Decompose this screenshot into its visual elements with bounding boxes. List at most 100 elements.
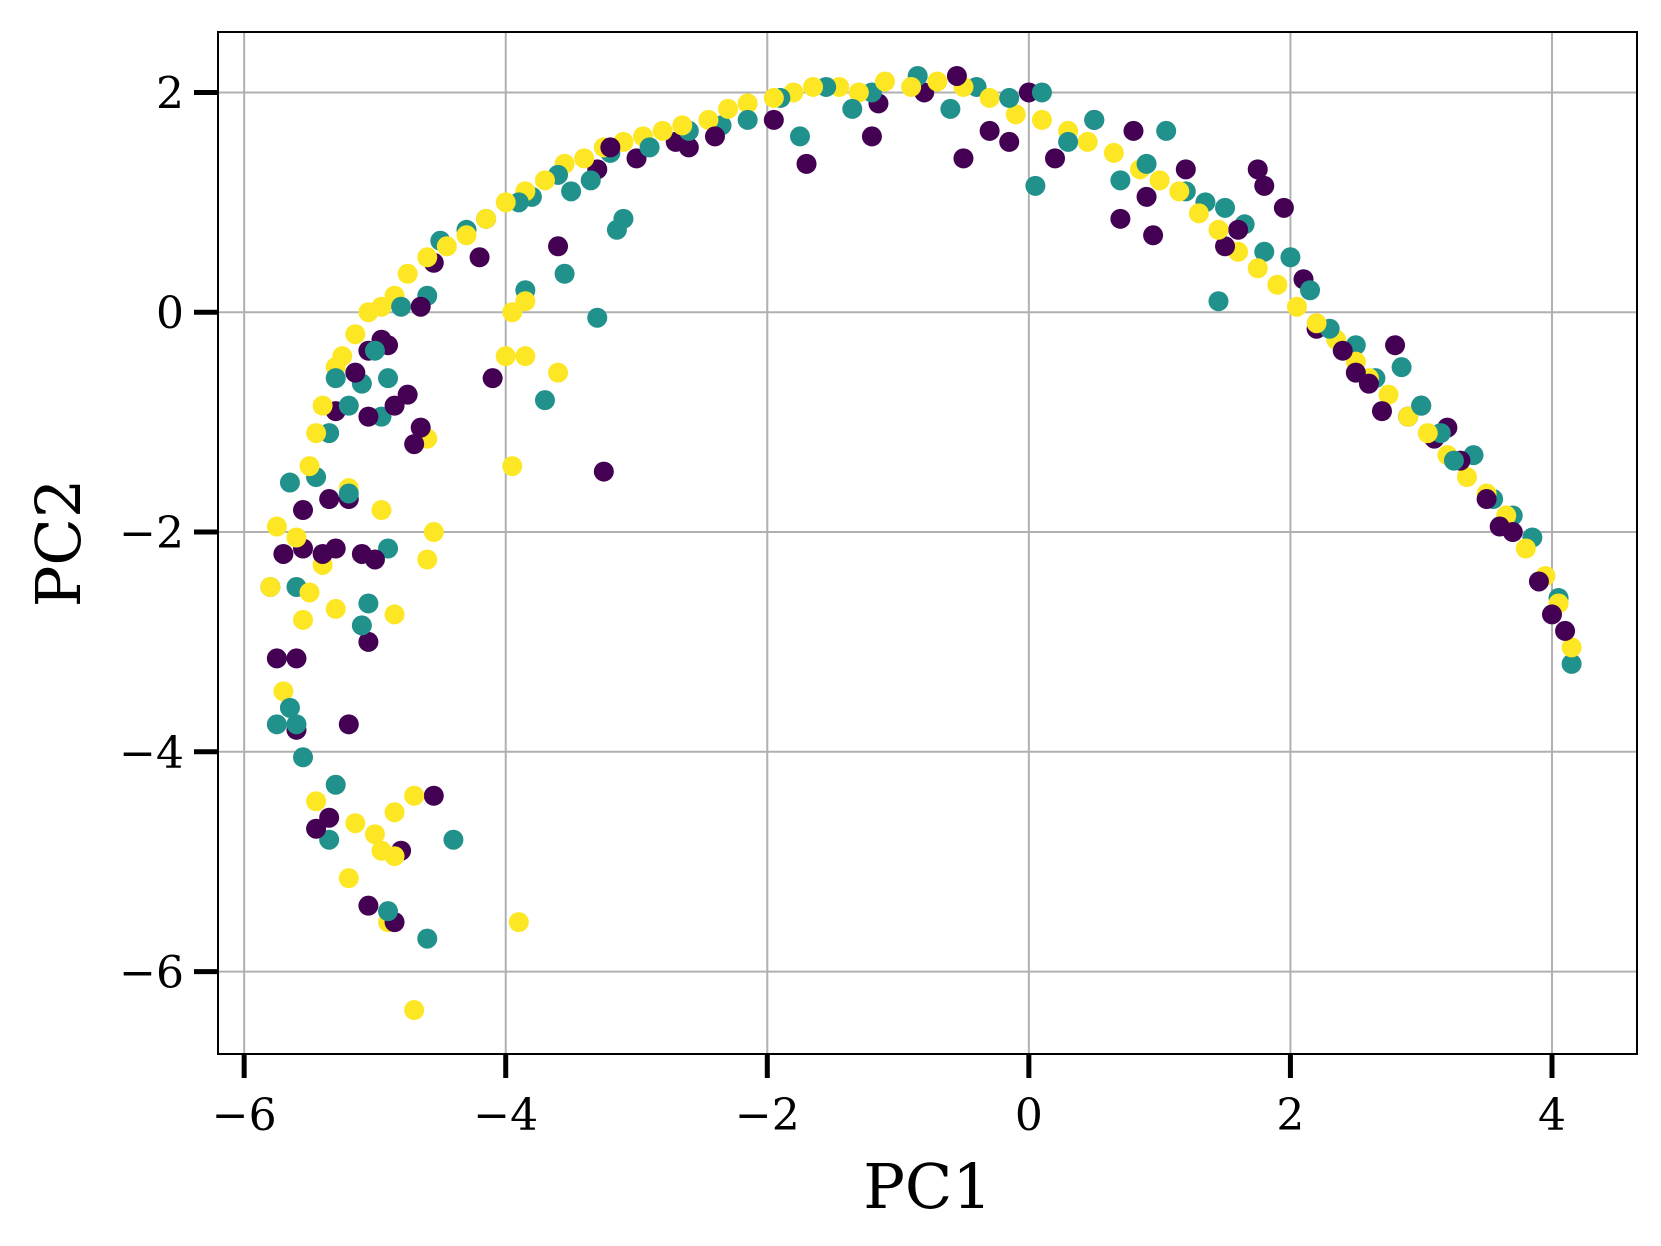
scatter-point xyxy=(384,846,405,867)
scatter-point xyxy=(325,538,346,559)
scatter-point xyxy=(364,824,385,845)
scatter-point xyxy=(600,137,621,158)
scatter-point xyxy=(1077,131,1098,152)
scatter-point xyxy=(423,785,444,806)
scatter-point xyxy=(417,928,438,949)
scatter-point xyxy=(286,527,307,548)
scatter-point xyxy=(338,395,359,416)
scatter-point xyxy=(338,714,359,735)
scatter-point xyxy=(286,714,307,735)
scatter-point xyxy=(410,417,431,438)
scatter-point xyxy=(456,225,477,246)
scatter-point xyxy=(698,109,719,130)
scatter-point xyxy=(515,291,536,312)
scatter-point xyxy=(979,120,1000,141)
scatter-point xyxy=(319,829,340,850)
x-tick-label: −4 xyxy=(473,1090,538,1141)
scatter-point xyxy=(1398,406,1419,427)
scatter-point xyxy=(1306,313,1327,334)
scatter-point xyxy=(436,236,457,257)
scatter-point xyxy=(1175,159,1196,180)
y-tick-label: −4 xyxy=(119,728,184,779)
scatter-point xyxy=(502,302,523,323)
scatter-point xyxy=(1188,203,1209,224)
scatter-point xyxy=(1110,208,1131,229)
scatter-point xyxy=(384,802,405,823)
scatter-point xyxy=(1254,241,1275,262)
x-tick-label: −6 xyxy=(212,1090,277,1141)
scatter-point xyxy=(1332,340,1353,361)
scatter-point xyxy=(1031,109,1052,130)
scatter-point xyxy=(1358,373,1379,394)
scatter-point xyxy=(410,296,431,317)
scatter-point xyxy=(1215,236,1236,257)
scatter-point xyxy=(495,192,516,213)
scatter-point xyxy=(763,109,784,130)
scatter-point xyxy=(358,406,379,427)
scatter-point xyxy=(391,296,412,317)
scatter-point xyxy=(626,148,647,169)
scatter-point xyxy=(319,489,340,510)
scatter-point xyxy=(763,87,784,108)
scatter-point xyxy=(1208,219,1229,240)
scatter-point xyxy=(293,500,314,521)
scatter-point xyxy=(1561,637,1582,658)
x-tick-label: 2 xyxy=(1276,1090,1304,1141)
scatter-point xyxy=(1110,170,1131,191)
scatter-point xyxy=(1031,82,1052,103)
scatter-point xyxy=(364,340,385,361)
scatter-point xyxy=(1378,384,1399,405)
scatter-point xyxy=(469,247,490,268)
scatter-point xyxy=(476,208,497,229)
scatter-point xyxy=(423,522,444,543)
scatter-point xyxy=(946,65,967,86)
scatter-point xyxy=(672,115,693,136)
scatter-point xyxy=(718,98,739,119)
scatter-point xyxy=(1149,170,1170,191)
x-tick-label: 4 xyxy=(1538,1090,1566,1141)
scatter-point xyxy=(1528,571,1549,592)
scatter-point xyxy=(1391,357,1412,378)
scatter-point xyxy=(358,895,379,916)
scatter-point xyxy=(299,582,320,603)
scatter-point xyxy=(1385,335,1406,356)
scatter-point xyxy=(293,609,314,630)
scatter-point xyxy=(351,615,372,636)
scatter-point xyxy=(345,324,366,345)
grid-lines xyxy=(218,32,1637,1054)
scatter-point xyxy=(842,98,863,119)
scatter-point xyxy=(266,714,287,735)
scatter-point xyxy=(1045,148,1066,169)
scatter-point xyxy=(1156,120,1177,141)
scatter-point xyxy=(737,109,758,130)
scatter-point xyxy=(901,76,922,97)
scatter-point xyxy=(378,901,399,922)
scatter-point xyxy=(848,82,869,103)
scatter-point xyxy=(1476,489,1497,510)
scatter-point xyxy=(1005,104,1026,125)
scatter-point xyxy=(953,148,974,169)
scatter-point xyxy=(534,170,555,191)
scatter-point xyxy=(1515,538,1536,559)
scatter-point xyxy=(384,395,405,416)
x-tick-label: −2 xyxy=(735,1090,800,1141)
scatter-point xyxy=(482,368,503,389)
scatter-point xyxy=(404,1000,425,1021)
scatter-point xyxy=(979,87,1000,108)
scatter-point xyxy=(940,98,961,119)
scatter-point xyxy=(1247,258,1268,279)
scatter-point xyxy=(345,362,366,383)
scatter-point xyxy=(1267,274,1288,295)
scatter-point xyxy=(1058,131,1079,152)
scatter-point xyxy=(286,648,307,669)
scatter-point xyxy=(515,346,536,367)
scatter-point xyxy=(1169,181,1190,202)
scatter-point xyxy=(319,807,340,828)
scatter-point xyxy=(1456,467,1477,488)
scatter-point xyxy=(803,76,824,97)
scatter-point xyxy=(299,456,320,477)
scatter-point xyxy=(1025,175,1046,196)
scatter-point xyxy=(266,648,287,669)
scatter-point xyxy=(508,912,529,933)
scatter-point xyxy=(999,87,1020,108)
